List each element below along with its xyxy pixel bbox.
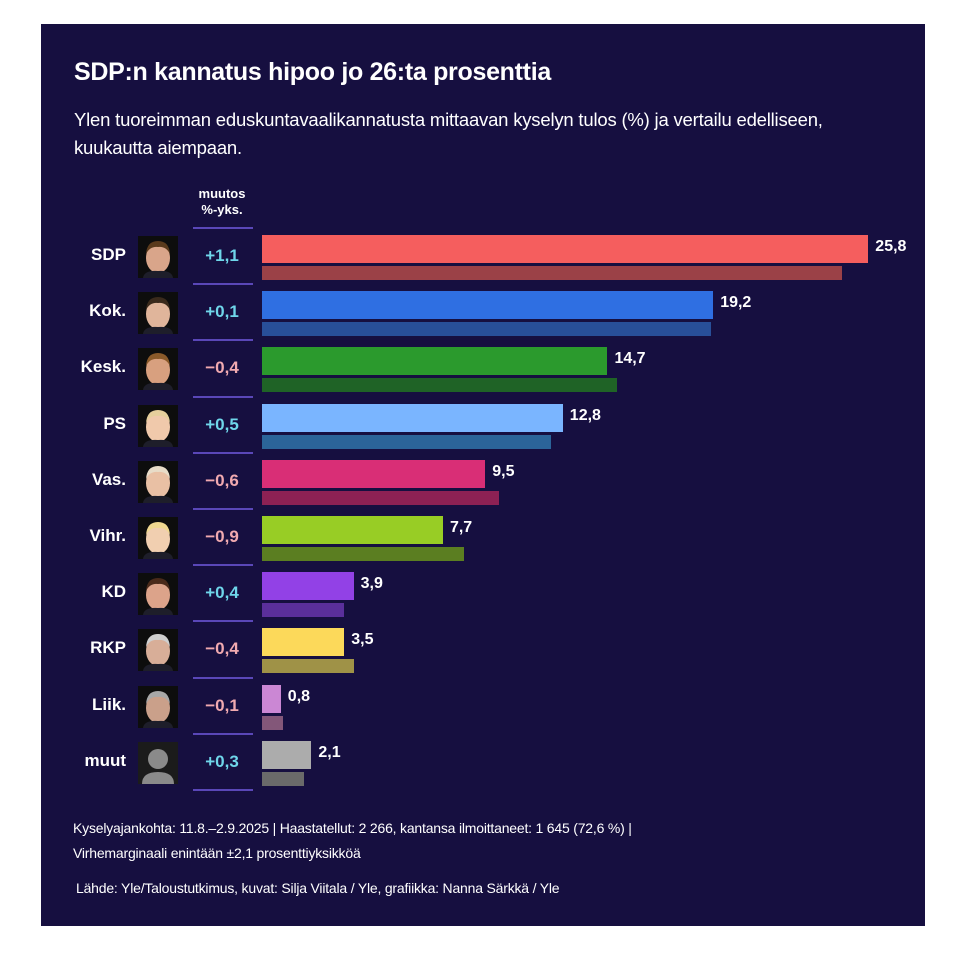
change-header-line2: %-yks. [201,202,243,217]
survey-info: Kyselyajankohta: 11.8.–2.9.2025 | Haasta… [73,816,632,866]
bar-current [262,516,443,544]
leader-photo [138,404,178,447]
row-separator [193,451,253,454]
leader-photo [138,292,178,335]
change-column-header: muutos %-yks. [181,186,263,218]
leader-photo [138,236,178,278]
value-label: 0,8 [287,687,311,705]
change-value: −0,9 [205,527,239,546]
bar-previous [262,603,345,618]
value-label: 14,7 [614,350,646,368]
leader-photo [138,348,178,391]
party-row-kok: Kok. +0,1 19,2 [41,285,925,342]
chart-title: SDP:n kannatus hipoo jo 26:ta prosenttia [74,58,551,86]
change-value: −0,6 [205,470,239,490]
row-separator [193,620,253,623]
change-value: +0,3 [205,751,239,771]
value-label: 3,9 [360,575,383,593]
change-value: −0,4 [205,358,239,378]
party-label: Kesk. [80,357,126,377]
party-row-liik: Liik. −0,1 0,8 [41,679,925,735]
party-label: SDP [91,245,126,264]
leader-photo [138,573,178,616]
row-separator [193,395,253,398]
party-label: PS [103,413,126,433]
party-label: RKP [90,638,126,658]
value-label: 25,8 [875,238,907,255]
bar-previous [262,490,500,505]
value-label: 12,8 [569,406,601,424]
change-value: +1,1 [205,246,239,265]
bar-current [262,684,281,713]
bar-current [262,347,608,376]
party-row-rkp: RKP −0,4 3,5 [41,622,925,679]
row-separator [193,227,253,229]
party-row-vihr: Vihr. −0,9 7,7 [41,510,925,567]
leader-photo [138,685,178,728]
party-row-kesk: Kesk. −0,4 14,7 [41,341,925,398]
row-separator [193,339,253,342]
chart-subtitle: Ylen tuoreimman eduskuntavaalikannatusta… [74,109,823,158]
change-value: −0,1 [205,695,239,715]
row-separator [193,507,253,510]
value-label: 2,1 [318,743,341,761]
change-value: −0,4 [205,639,239,659]
value-label: 9,5 [492,462,515,480]
leader-photo [138,629,178,672]
change-value: +0,4 [205,583,239,603]
bar-previous [262,547,465,561]
party-row-kd: KD +0,4 3,9 [41,566,925,623]
row-separator [193,732,253,735]
party-row-ps: PS +0,5 12,8 [41,398,925,454]
bar-current [262,291,714,320]
party-row-vas: Vas. −0,6 9,5 [41,454,925,510]
change-value: +0,5 [205,414,239,434]
leader-photo [138,460,178,503]
bar-previous [262,715,284,730]
value-label: 7,7 [449,519,473,536]
bar-current [262,459,486,488]
value-label: 3,5 [351,631,374,649]
bar-previous [262,322,711,337]
change-header-line1: muutos [198,186,246,201]
change-value: +0,1 [205,302,239,322]
survey-info-line2: Virhemarginaali enintään ±2,1 prosenttiy… [73,845,361,861]
leader-photo [138,517,178,559]
bar-current [262,403,563,432]
party-row-sdp: SDP +1,1 25,8 [41,229,925,286]
bar-current [262,572,354,601]
bar-previous [262,434,552,449]
row-separator [193,564,253,567]
bar-current [262,628,345,657]
value-label: 19,2 [720,294,752,312]
bar-previous [262,378,617,393]
party-label: muut [84,750,126,770]
row-separator [193,283,253,286]
party-label: Kok. [89,301,126,321]
bar-current [262,235,869,263]
row-separator [193,676,253,679]
bar-previous [262,771,305,786]
party-label: Vas. [91,469,126,489]
bar-previous [262,266,843,280]
party-label: Vihr. [89,526,126,545]
person-placeholder-icon [138,741,178,784]
row-separator [193,788,253,791]
survey-info-line1: Kyselyajankohta: 11.8.–2.9.2025 | Haasta… [73,820,632,836]
party-label: KD [101,582,126,602]
source-credit: Lähde: Yle/Taloustutkimus, kuvat: Silja … [76,880,560,896]
bar-current [262,740,312,769]
party-row-muut: muut +0,3 2,1 [41,735,925,791]
chart-panel: SDP:n kannatus hipoo jo 26:ta prosenttia… [41,24,925,926]
party-label: Liik. [91,694,126,714]
bar-previous [262,659,354,674]
